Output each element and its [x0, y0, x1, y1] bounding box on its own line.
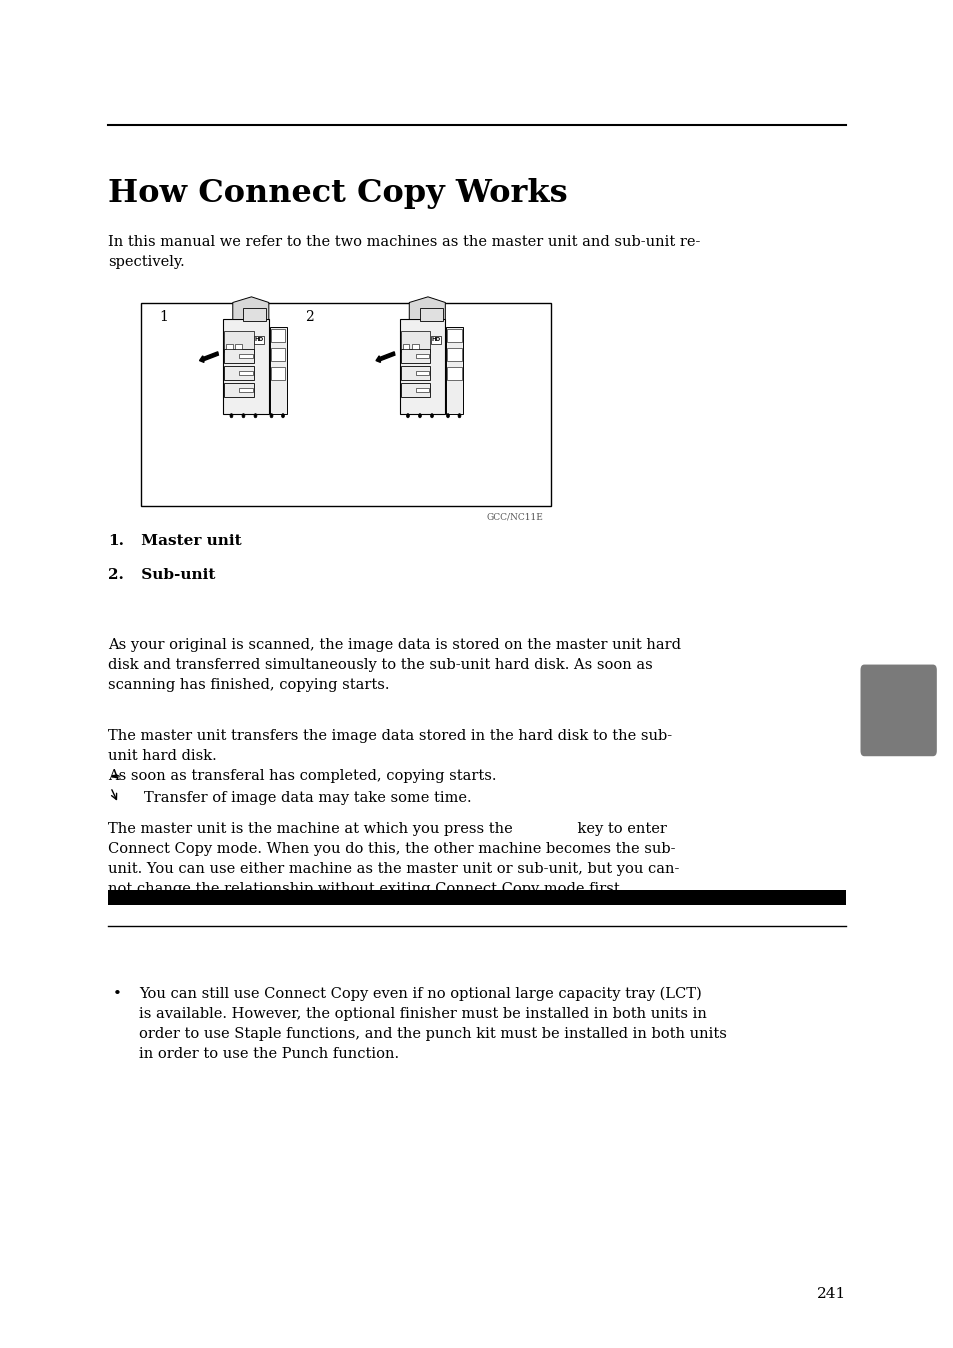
Bar — [400, 349, 430, 363]
Bar — [141, 303, 551, 506]
Text: 2.: 2. — [108, 568, 124, 581]
Bar — [402, 344, 409, 349]
Bar — [223, 319, 269, 414]
Text: As your original is scanned, the image data is stored on the master unit hard
di: As your original is scanned, the image d… — [108, 638, 680, 692]
Bar — [400, 365, 430, 380]
Bar — [224, 383, 253, 396]
FancyArrow shape — [199, 352, 218, 363]
Bar — [224, 330, 253, 352]
Text: 241: 241 — [816, 1287, 845, 1301]
FancyArrow shape — [375, 352, 395, 363]
Circle shape — [270, 414, 273, 418]
Bar — [271, 348, 285, 361]
Text: ✒: ✒ — [111, 771, 121, 785]
Bar — [270, 328, 287, 414]
Text: 1.: 1. — [108, 534, 124, 547]
Circle shape — [457, 414, 460, 418]
Bar — [224, 365, 253, 380]
Text: GCC/NC11E: GCC/NC11E — [486, 512, 543, 522]
Circle shape — [418, 414, 421, 418]
Text: The master unit is the machine at which you press the              key to enter
: The master unit is the machine at which … — [108, 822, 679, 896]
Bar — [239, 355, 253, 359]
Polygon shape — [233, 297, 269, 319]
Text: 2: 2 — [305, 310, 314, 324]
Polygon shape — [409, 297, 445, 319]
Circle shape — [430, 414, 433, 418]
Bar — [447, 367, 461, 380]
Bar — [108, 890, 845, 905]
Bar — [430, 336, 440, 344]
Text: Transfer of image data may take some time.: Transfer of image data may take some tim… — [144, 791, 471, 805]
Bar — [400, 330, 430, 352]
Circle shape — [253, 414, 256, 418]
Bar — [446, 328, 463, 414]
Bar — [271, 329, 285, 342]
Bar — [416, 371, 429, 375]
FancyBboxPatch shape — [860, 665, 936, 756]
Text: Sub-unit: Sub-unit — [136, 568, 215, 581]
Bar — [416, 355, 429, 359]
Text: 1: 1 — [159, 310, 168, 324]
Bar — [399, 319, 445, 414]
Circle shape — [406, 414, 409, 418]
Text: Master unit: Master unit — [136, 534, 242, 547]
Bar — [447, 329, 461, 342]
Bar — [226, 344, 233, 349]
Bar — [447, 348, 461, 361]
Bar — [224, 349, 253, 363]
Text: In this manual we refer to the two machines as the master unit and sub-unit re-
: In this manual we refer to the two machi… — [108, 235, 700, 268]
Bar — [412, 344, 418, 349]
Text: •: • — [112, 987, 121, 1000]
Text: HD: HD — [254, 337, 264, 342]
Text: You can still use Connect Copy even if no optional large capacity tray (LCT)
is : You can still use Connect Copy even if n… — [139, 987, 726, 1061]
Bar — [419, 309, 442, 321]
Bar — [235, 344, 242, 349]
Bar — [243, 309, 266, 321]
Bar — [239, 371, 253, 375]
Bar — [416, 388, 429, 392]
Text: HD: HD — [431, 337, 440, 342]
Bar — [400, 383, 430, 396]
Bar — [271, 367, 285, 380]
Circle shape — [281, 414, 284, 418]
Circle shape — [242, 414, 245, 418]
Circle shape — [230, 414, 233, 418]
Text: How Connect Copy Works: How Connect Copy Works — [108, 178, 567, 209]
Bar — [253, 336, 264, 344]
Text: The master unit transfers the image data stored in the hard disk to the sub-
uni: The master unit transfers the image data… — [108, 729, 671, 783]
Circle shape — [446, 414, 449, 418]
Bar — [239, 388, 253, 392]
